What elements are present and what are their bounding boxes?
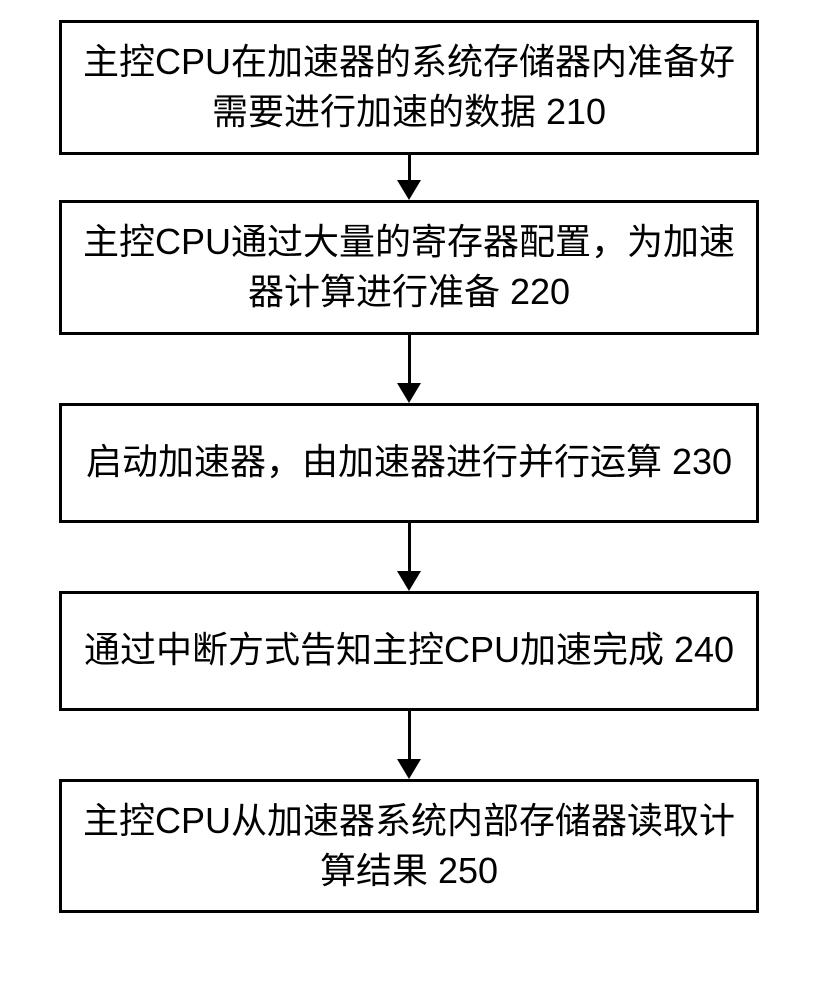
- flow-step-250: 主控CPU从加速器系统内部存储器读取计算结果 250: [59, 779, 759, 914]
- step-text: 主控CPU从加速器系统内部存储器读取计算结果 250: [82, 796, 736, 897]
- arrow-4: [397, 711, 421, 779]
- arrow-head-icon: [397, 759, 421, 779]
- step-text: 启动加速器，由加速器进行并行运算 230: [86, 437, 732, 487]
- flow-step-240: 通过中断方式告知主控CPU加速完成 240: [59, 591, 759, 711]
- flow-step-210: 主控CPU在加速器的系统存储器内准备好需要进行加速的数据 210: [59, 20, 759, 155]
- arrow-head-icon: [397, 180, 421, 200]
- arrow-line: [408, 523, 411, 571]
- flow-step-230: 启动加速器，由加速器进行并行运算 230: [59, 403, 759, 523]
- step-text: 主控CPU在加速器的系统存储器内准备好需要进行加速的数据 210: [82, 37, 736, 138]
- arrow-3: [397, 523, 421, 591]
- arrow-1: [397, 155, 421, 200]
- arrow-head-icon: [397, 383, 421, 403]
- arrow-2: [397, 335, 421, 403]
- arrow-line: [408, 335, 411, 383]
- flow-step-220: 主控CPU通过大量的寄存器配置，为加速器计算进行准备 220: [59, 200, 759, 335]
- step-text: 通过中断方式告知主控CPU加速完成 240: [84, 625, 734, 675]
- arrow-head-icon: [397, 571, 421, 591]
- flowchart-container: 主控CPU在加速器的系统存储器内准备好需要进行加速的数据 210 主控CPU通过…: [49, 20, 769, 913]
- arrow-line: [408, 711, 411, 759]
- step-text: 主控CPU通过大量的寄存器配置，为加速器计算进行准备 220: [82, 217, 736, 318]
- arrow-line: [408, 155, 411, 180]
